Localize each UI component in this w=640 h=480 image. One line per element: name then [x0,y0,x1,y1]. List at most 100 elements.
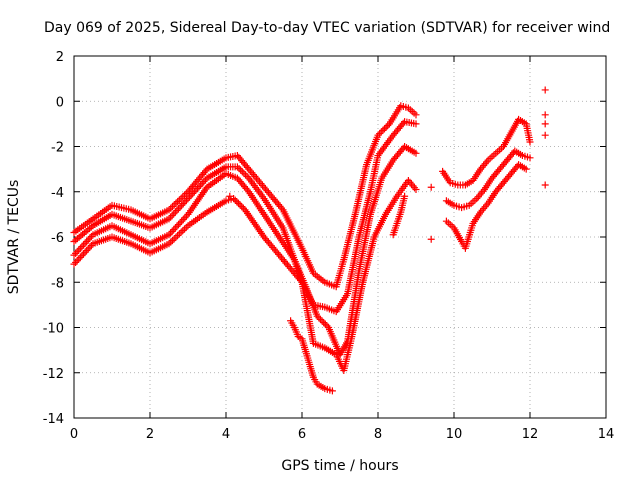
data-point-track-4 [177,228,185,236]
data-point-track-4 [84,245,92,253]
data-point-track-2 [192,186,200,194]
data-point-track-1 [175,196,183,204]
data-point-track-1 [412,111,420,119]
data-point-track-4 [81,248,89,256]
data-point-track-1 [177,194,185,202]
data-point-track-4 [236,201,244,209]
y-tick-label: -6 [51,231,64,246]
data-point-track-4 [168,236,176,244]
data-point-track-4 [73,257,81,265]
x-tick-label: 14 [598,427,615,442]
data-point-track-1 [174,198,182,206]
data-point-track-1 [170,201,178,209]
data-point-track-3 [73,248,81,256]
data-point-track-3 [315,314,323,322]
data-point-track-1 [384,121,392,129]
y-tick-label: -8 [51,276,64,291]
data-point-track-3 [80,241,87,249]
data-point-track-3 [243,186,251,194]
data-point-track-3 [76,244,84,252]
data-point-track-2 [194,184,201,192]
data-point-outliers [541,181,549,189]
data-point-track-1 [172,199,180,207]
data-point-track-3 [176,219,184,227]
data-point-track-2 [242,171,250,179]
data-point-track-1 [167,204,175,212]
data-point-track-3 [318,317,326,325]
data-point-track-2 [412,120,420,128]
data-point-track-3 [323,322,331,330]
data-point-track-3 [170,226,178,234]
data-point-track-4 [182,223,190,231]
data-point-track-1 [179,193,187,201]
data-point-track-4 [412,185,420,193]
data-point-track-2 [190,188,198,196]
x-tick-label: 2 [146,427,154,442]
data-point-track-3 [75,246,83,254]
data-point-track-2 [168,212,176,220]
data-point-track-3 [84,236,92,244]
data-point-track-7 [526,154,534,162]
data-point-track-3 [87,232,95,240]
x-tick-label: 12 [522,427,539,442]
data-point-track-4 [87,241,95,249]
data-point-track-2 [167,213,175,221]
y-tick-label: -2 [51,141,64,156]
data-point-track-4 [167,238,175,246]
y-tick-label: -14 [43,412,64,427]
data-point-track-1 [374,131,382,139]
data-point-outliers [427,183,435,191]
data-point-track-3 [320,319,328,327]
data-point-track-1 [381,125,389,133]
data-point-track-3 [179,215,187,223]
data-point-track-2 [240,169,248,177]
data-point-track-3 [83,238,91,246]
data-point-track-2 [176,203,184,211]
data-point-track-1 [379,126,387,134]
data-point-track-4 [234,199,242,207]
data-point-track-2 [189,189,197,197]
data-point-outliers [541,120,549,128]
data-point-track-8 [522,165,530,173]
data-point-track-4 [76,253,84,261]
data-point-track-2 [195,183,203,191]
data-point-track-1 [377,128,385,136]
data-point-track-2 [399,119,407,127]
data-point-track-2 [178,201,186,209]
data-point-outliers [427,235,435,243]
data-point-track-2 [197,181,205,189]
data-point-track-1 [181,191,189,199]
data-point-track-2 [200,178,208,186]
x-tick-label: 8 [374,427,382,442]
data-point-track-2 [184,195,192,203]
data-point-track-4 [165,240,173,248]
data-point-track-3 [81,239,89,247]
data-point-outliers [541,86,549,94]
data-point-track-1 [182,189,190,197]
data-point-track-3 [171,224,179,232]
y-tick-label: -10 [43,322,64,337]
data-point-track-1 [376,130,384,138]
data-point-track-4 [238,203,246,211]
data-point-track-3 [173,222,181,230]
y-tick-label: -12 [43,367,64,382]
y-tick-label: -4 [51,186,64,201]
data-point-track-2 [233,163,241,171]
data-point-track-4 [172,233,180,241]
data-point-track-4 [179,227,187,235]
data-point-track-5 [328,387,336,395]
data-point-track-4 [75,255,83,263]
data-point-track-5 [401,192,409,200]
data-point-track-4 [175,230,183,238]
data-markers [70,86,549,395]
data-point-track-3 [182,212,190,220]
data-point-track-3 [70,251,78,259]
data-point-track-6 [526,138,534,146]
data-point-track-2 [237,166,245,174]
y-tick-label: 0 [56,95,64,110]
data-point-track-4 [83,247,91,255]
data-point-track-3 [412,149,420,157]
data-point-outliers [541,131,549,139]
